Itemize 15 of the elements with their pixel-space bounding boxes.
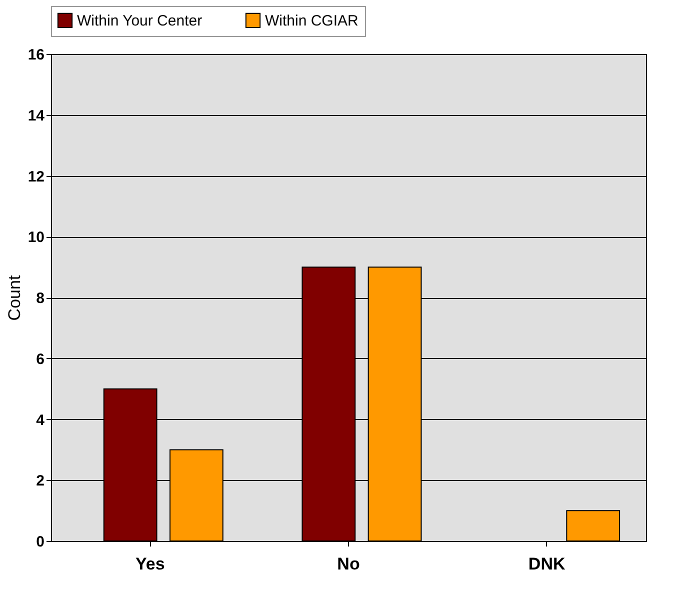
y-tick-label: 12 [28, 168, 44, 186]
y-tick-label: 10 [28, 229, 44, 246]
x-tick-label: DNK [528, 554, 566, 574]
legend-label: Within CGIAR [265, 12, 359, 30]
y-tick-label: 16 [28, 46, 44, 64]
y-axis-title: Count [4, 275, 24, 321]
y-tick-label: 6 [36, 350, 44, 368]
y-tick-label: 14 [28, 107, 46, 124]
x-tick-label: No [337, 554, 360, 574]
y-tick-label: 4 [36, 412, 46, 429]
y-tick-label: 0 [36, 534, 44, 550]
y-tick-label: 2 [36, 472, 44, 490]
x-tick-label: Yes [136, 554, 165, 574]
y-tick-label: 8 [36, 290, 44, 307]
legend-label: Within Your Center [77, 12, 202, 30]
